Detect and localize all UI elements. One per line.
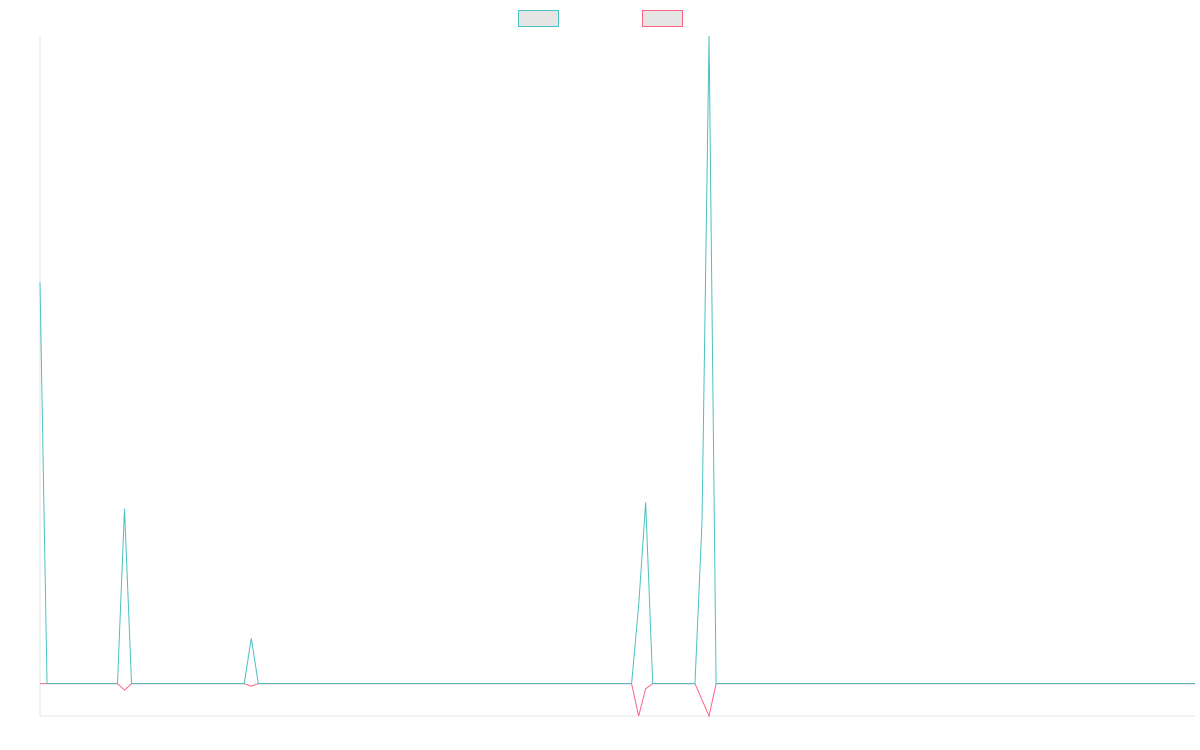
chart-legend (518, 10, 683, 27)
legend-swatch-1[interactable] (518, 10, 559, 27)
chart-series-layer (39, 35, 1195, 718)
chart-axes (39, 36, 1195, 717)
legend-swatch-2[interactable] (642, 10, 683, 27)
series-line-2 (40, 683, 1195, 718)
series-line-1 (39, 35, 1195, 685)
